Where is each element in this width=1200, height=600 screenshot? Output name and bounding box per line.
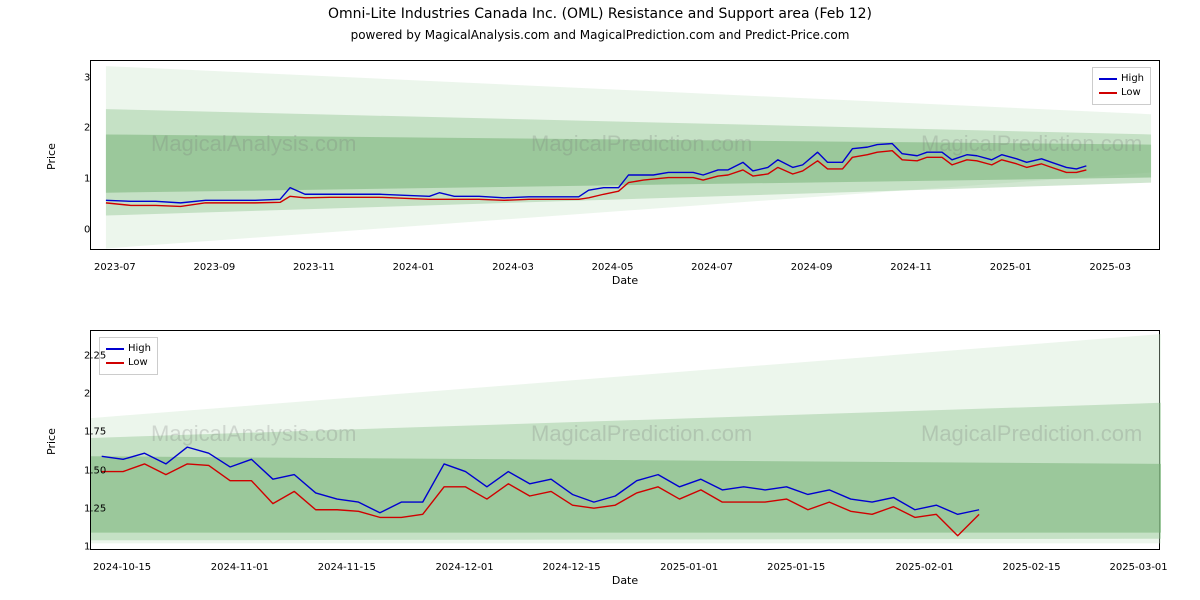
- ytick-label: 2.25: [84, 350, 90, 361]
- xtick-label: 2024-03: [492, 256, 534, 273]
- ytick-label: 0: [84, 224, 90, 235]
- ytick-label: 2: [84, 389, 90, 400]
- xtick-label: 2024-05: [592, 256, 634, 273]
- xtick-label: 2024-07: [691, 256, 733, 273]
- legend-label: High: [128, 342, 151, 356]
- legend-swatch: [1099, 78, 1117, 80]
- xtick-label: 2024-01: [393, 256, 435, 273]
- xtick-label: 2025-01-01: [660, 556, 718, 573]
- chart-svg-top: [91, 61, 1161, 251]
- xtick-label: 2025-02-01: [896, 556, 954, 573]
- main-title: Omni-Lite Industries Canada Inc. (OML) R…: [0, 6, 1200, 22]
- chart-panel-bottom: MagicalAnalysis.com MagicalPrediction.co…: [90, 330, 1160, 550]
- legend-top: HighLow: [1092, 67, 1151, 105]
- legend-swatch: [106, 348, 124, 350]
- xlabel-top: Date: [90, 274, 1160, 287]
- xtick-label: 2024-10-15: [93, 556, 151, 573]
- xtick-label: 2024-11-15: [318, 556, 376, 573]
- xtick-label: 2024-11-01: [211, 556, 269, 573]
- legend-item: High: [1099, 72, 1144, 86]
- ytick-label: 1.75: [84, 427, 90, 438]
- legend-label: Low: [1121, 86, 1141, 100]
- legend-label: Low: [128, 356, 148, 370]
- ylabel-top: Price: [45, 143, 58, 170]
- xtick-label: 2024-09: [791, 256, 833, 273]
- legend-swatch: [106, 362, 124, 364]
- legend-swatch: [1099, 92, 1117, 94]
- legend-bottom: HighLow: [99, 337, 158, 375]
- xtick-label: 2023-09: [194, 256, 236, 273]
- ytick-label: 2: [84, 123, 90, 134]
- xtick-label: 2024-12-15: [542, 556, 600, 573]
- xtick-label: 2025-02-15: [1003, 556, 1061, 573]
- xtick-label: 2023-11: [293, 256, 335, 273]
- figure: Omni-Lite Industries Canada Inc. (OML) R…: [0, 0, 1200, 600]
- ytick-label: 1: [84, 174, 90, 185]
- legend-item: High: [106, 342, 151, 356]
- xtick-label: 2023-07: [94, 256, 136, 273]
- ytick-label: 1.50: [84, 465, 90, 476]
- xtick-label: 2025-01: [990, 256, 1032, 273]
- ytick-label: 1: [84, 541, 90, 552]
- legend-item: Low: [106, 356, 151, 370]
- xtick-label: 2025-03: [1089, 256, 1131, 273]
- legend-item: Low: [1099, 86, 1144, 100]
- xtick-label: 2024-12-01: [435, 556, 493, 573]
- xtick-label: 2024-11: [890, 256, 932, 273]
- chart-svg-bottom: [91, 331, 1161, 551]
- xtick-label: 2025-01-15: [767, 556, 825, 573]
- ytick-label: 3: [84, 72, 90, 83]
- xtick-label: 2025-03-01: [1110, 556, 1168, 573]
- chart-panel-top: MagicalAnalysis.com MagicalPrediction.co…: [90, 60, 1160, 250]
- sub-title: powered by MagicalAnalysis.com and Magic…: [0, 28, 1200, 42]
- legend-label: High: [1121, 72, 1144, 86]
- xlabel-bottom: Date: [90, 574, 1160, 587]
- ylabel-bottom: Price: [45, 428, 58, 455]
- ytick-label: 1.25: [84, 503, 90, 514]
